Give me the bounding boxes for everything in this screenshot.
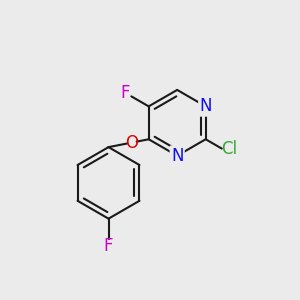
Text: F: F bbox=[104, 237, 113, 255]
Text: O: O bbox=[125, 134, 138, 152]
Text: N: N bbox=[200, 98, 212, 116]
Text: F: F bbox=[120, 84, 130, 102]
Text: Cl: Cl bbox=[221, 140, 237, 158]
Text: N: N bbox=[171, 147, 183, 165]
